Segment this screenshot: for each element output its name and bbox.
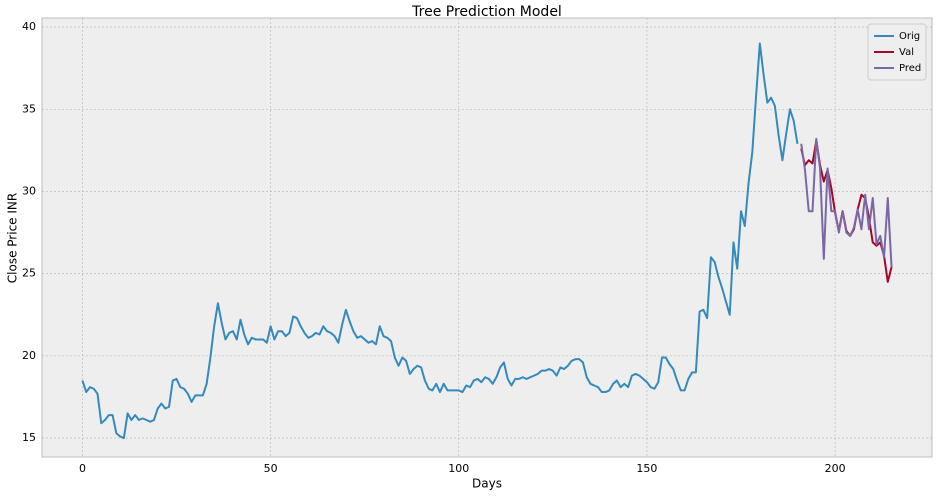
grid <box>42 18 932 457</box>
y-tick-label: 40 <box>22 20 36 33</box>
legend: Orig Val Pred <box>867 23 927 81</box>
lines <box>81 42 893 440</box>
data-line <box>81 42 799 440</box>
data-line <box>800 137 893 268</box>
y-tick-label: 30 <box>22 184 36 197</box>
x-tick-label: 100 <box>448 462 469 475</box>
x-tick-label: 50 <box>264 462 278 475</box>
y-tick-label: 35 <box>22 102 36 115</box>
y-tick-label: 25 <box>22 267 36 280</box>
x-axis-label: Days <box>472 477 502 491</box>
x-tick-label: 150 <box>636 462 657 475</box>
x-tick-label: 0 <box>79 462 86 475</box>
chart-title: Tree Prediction Model <box>411 4 562 20</box>
legend-label: Orig <box>899 31 920 42</box>
legend-label: Pred <box>899 63 921 74</box>
legend-box <box>867 23 927 81</box>
y-tick-label: 20 <box>22 349 36 362</box>
y-axis-label: Close Price INR <box>6 193 20 283</box>
x-tick-label: 200 <box>825 462 846 475</box>
plot-area <box>41 17 933 458</box>
y-tick-label: 15 <box>22 431 36 444</box>
legend-label: Val <box>899 47 914 58</box>
